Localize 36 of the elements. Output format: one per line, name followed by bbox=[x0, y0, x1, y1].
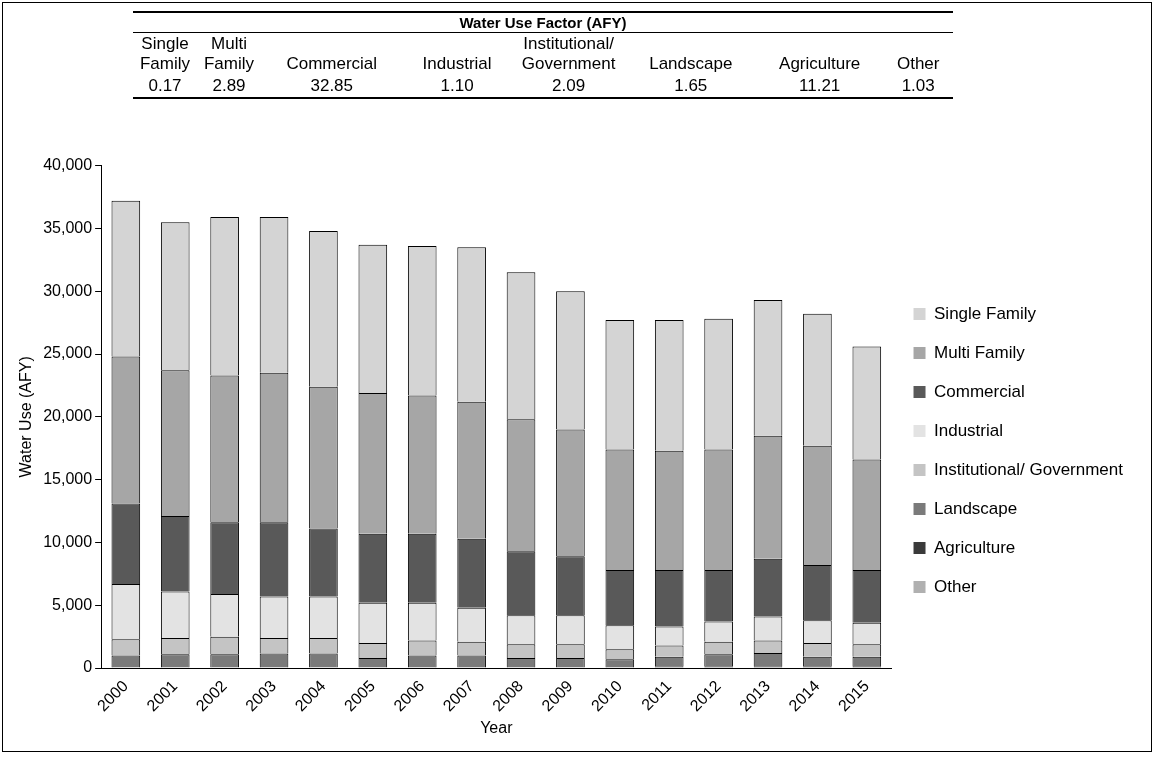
legend-label: Landscape bbox=[934, 498, 1018, 518]
y-tick-label: 15,000 bbox=[43, 470, 93, 488]
category-label: Industrial bbox=[421, 53, 493, 75]
category-label: Single Family bbox=[138, 33, 192, 75]
category-label: Landscape bbox=[648, 53, 734, 75]
data-label: 1.10 bbox=[439, 75, 475, 97]
y-tick-label: 10,000 bbox=[43, 532, 93, 550]
y-tick-label: 25,000 bbox=[43, 344, 93, 362]
y-tick-label: 35,000 bbox=[43, 218, 93, 236]
y-tick-label: 0 bbox=[83, 658, 93, 676]
y-tick-label: 5,000 bbox=[52, 595, 93, 613]
data-label: 2.09 bbox=[551, 75, 587, 97]
category-label: Institutional/ Government bbox=[520, 33, 617, 75]
y-tick-label: 20,000 bbox=[43, 407, 93, 425]
category-label: Other bbox=[895, 53, 941, 75]
data-label: 1.65 bbox=[673, 75, 709, 97]
y-tick-label: 30,000 bbox=[43, 281, 93, 299]
data-label: 0.17 bbox=[147, 75, 183, 97]
y-axis-title: Water Use (AFY) bbox=[17, 356, 35, 478]
category-label: Multi Family bbox=[202, 33, 256, 75]
data-label: 11.21 bbox=[798, 75, 842, 97]
y-tick-label: 40,000 bbox=[43, 156, 93, 174]
legend-label: Single Family bbox=[934, 303, 1037, 323]
x-axis-title: Year bbox=[480, 718, 514, 736]
text: Water Use Factor (AFY) bbox=[133, 11, 953, 33]
data-label: 1.03 bbox=[900, 75, 936, 97]
category-label: Commercial bbox=[285, 53, 379, 75]
legend-label: Agriculture bbox=[934, 537, 1016, 557]
legend-label: Multi Family bbox=[934, 342, 1026, 362]
data-label: 2.89 bbox=[211, 75, 247, 97]
legend-label: Industrial bbox=[934, 420, 1003, 440]
legend-label: Commercial bbox=[934, 381, 1025, 401]
category-label: Agriculture bbox=[778, 53, 862, 75]
data-label: 32.85 bbox=[309, 75, 355, 97]
legend-label: Institutional/ Government bbox=[934, 459, 1124, 479]
legend-label: Other bbox=[934, 576, 977, 596]
